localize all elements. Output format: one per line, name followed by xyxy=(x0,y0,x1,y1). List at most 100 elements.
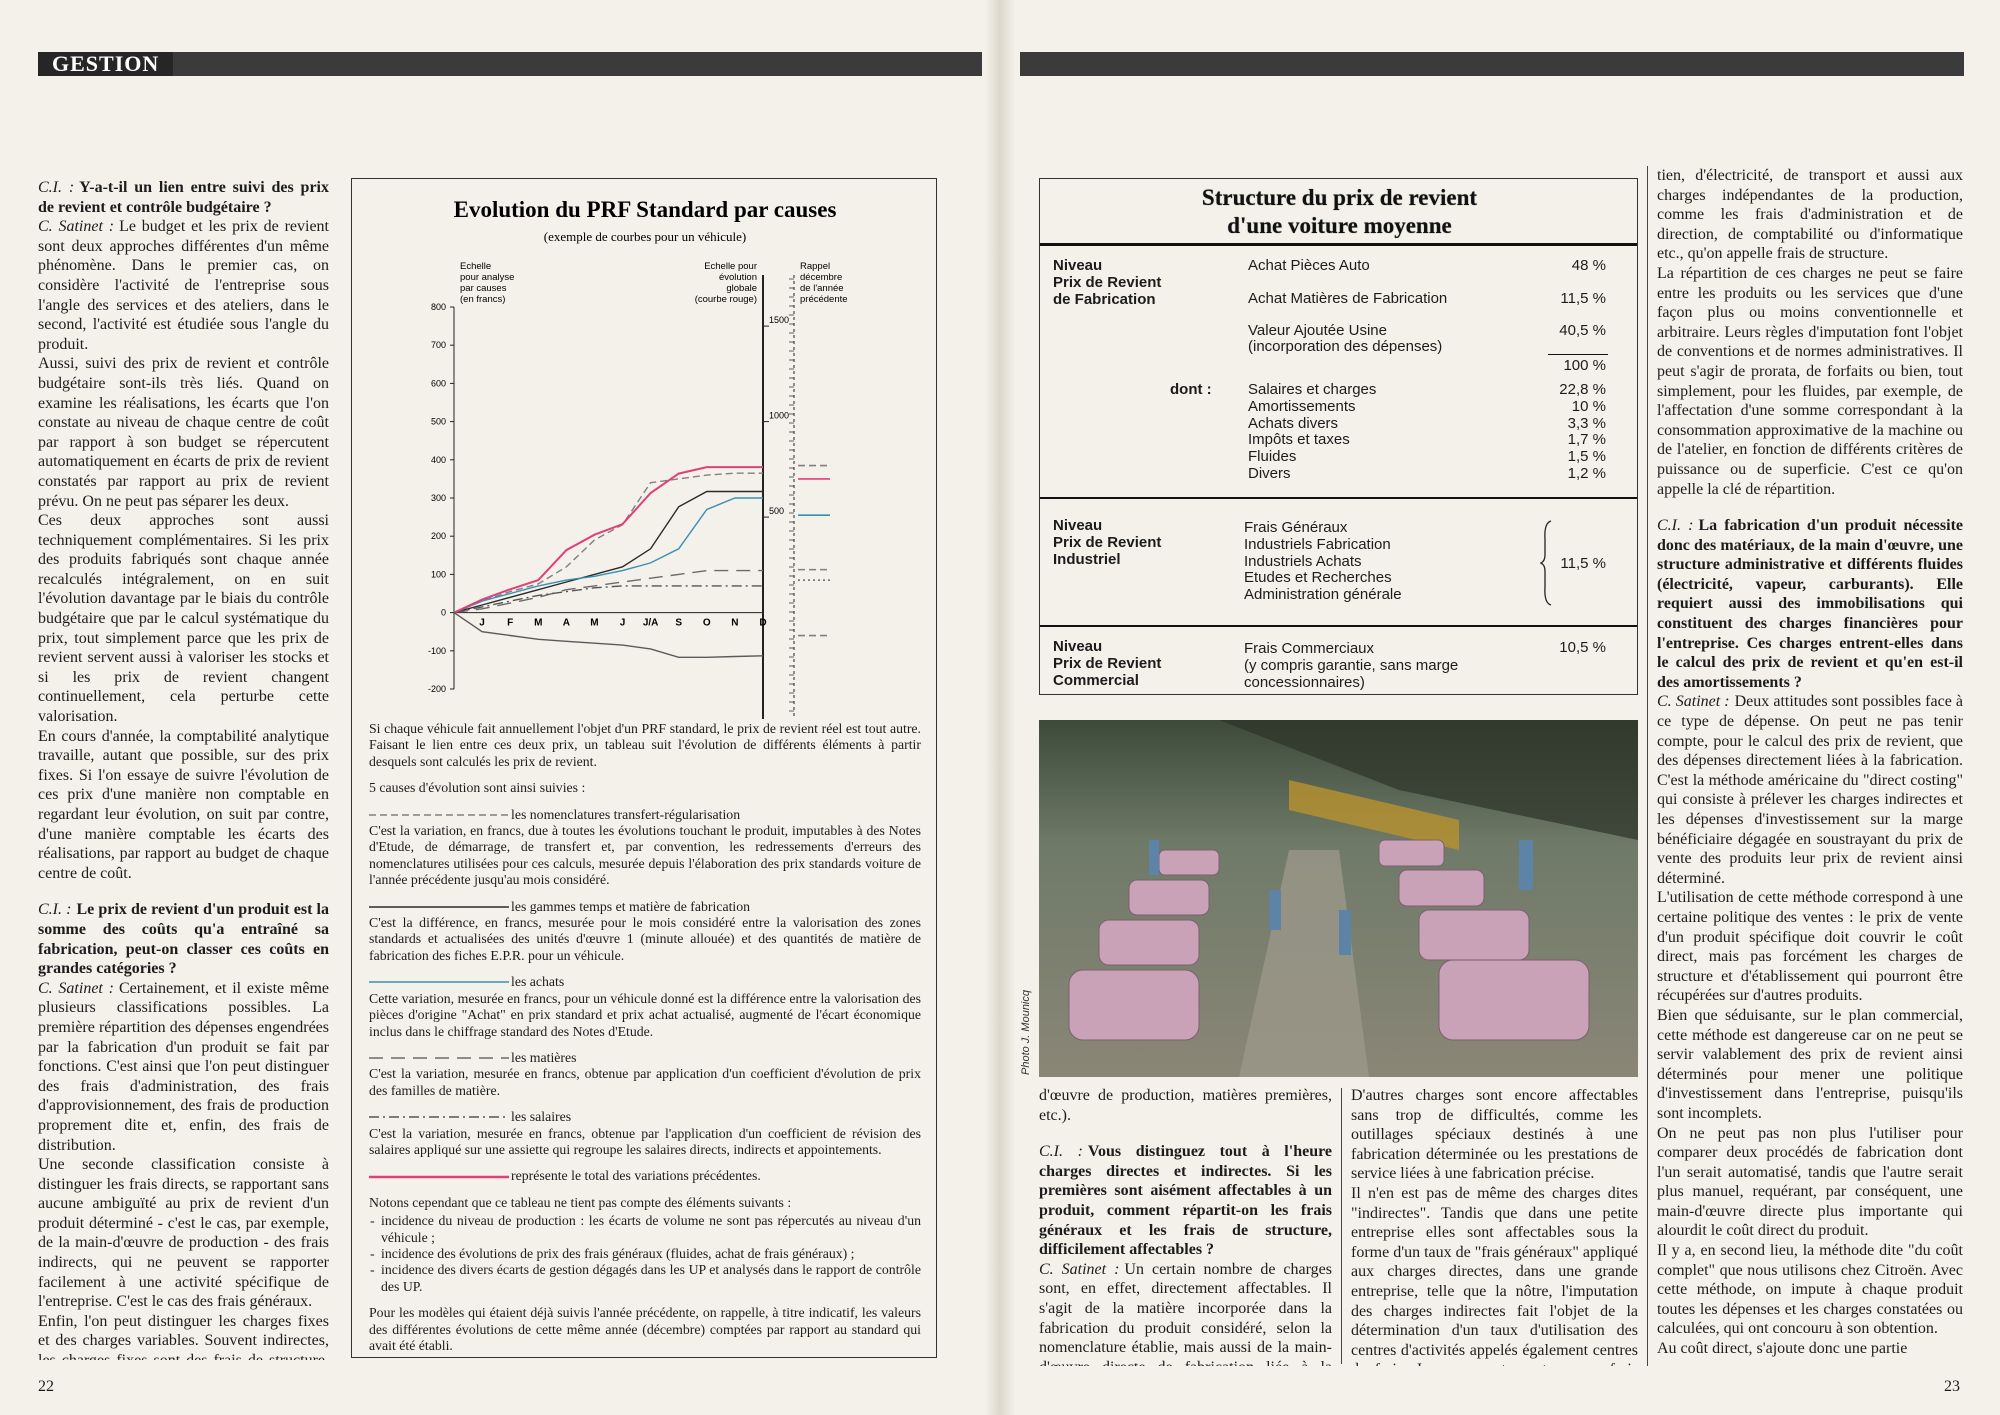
y-tick-label: 0 xyxy=(441,608,446,618)
speaker: C.I. : xyxy=(38,901,72,919)
text-column: tien, d'électricité, de transport et aus… xyxy=(1657,166,1963,1366)
photo xyxy=(1039,720,1638,1077)
paragraph: La répartition de ces charges ne peut se… xyxy=(1657,264,1963,499)
paragraph: C. Satinet : Un certain nombre de charges… xyxy=(1039,1260,1332,1366)
chart-notice: Notons cependant que ce tableau ne tient… xyxy=(369,1194,792,1210)
series-line xyxy=(453,472,763,614)
axis-label: Echelle xyxy=(460,261,491,272)
y-tick-label: 200 xyxy=(431,531,446,541)
legend-swatch xyxy=(369,1116,509,1119)
answer: Deux attitudes sont possibles face à ce … xyxy=(1657,693,1963,887)
text: Aussi, suivi des prix de revient et cont… xyxy=(38,355,329,510)
x-tick-label: S xyxy=(675,618,682,629)
cost-item: Industriels Fabrication xyxy=(1244,535,1391,553)
series-line xyxy=(453,612,764,658)
chart-box: Evolution du PRF Standard par causes (ex… xyxy=(351,178,937,1358)
axis-label: évolution xyxy=(719,272,757,283)
legend-swatch xyxy=(369,906,509,908)
text: On ne peut pas non plus l'utiliser pour … xyxy=(1657,1124,1963,1240)
page-number: 23 xyxy=(1944,1378,1960,1395)
level-label: Prix de Revient xyxy=(1053,534,1162,551)
x-tick-label: D xyxy=(759,618,766,629)
axis-label: (courbe rouge) xyxy=(695,294,757,305)
answer: Un certain nombre de charges sont, en ef… xyxy=(1039,1260,1332,1366)
chart-intro: Si chaque véhicule fait annuellement l'o… xyxy=(369,721,921,769)
axis-label: Echelle pour xyxy=(704,261,757,272)
table-title: d'une voiture moyenne xyxy=(1227,213,1452,238)
cost-share: 11,5 % xyxy=(1560,290,1606,307)
legend-item: les nomenclatures transfert-régularisati… xyxy=(369,807,921,823)
legend-swatch xyxy=(369,981,509,984)
table-rule xyxy=(1040,243,1637,246)
paragraph: C. Satinet : Le budget et les prix de rev… xyxy=(38,217,329,354)
legend-label: les gammes temps et matière de fabricati… xyxy=(511,898,751,914)
legend-swatch xyxy=(369,814,509,816)
y-tick-label: -100 xyxy=(428,646,446,656)
legend-item: les achats xyxy=(369,974,921,990)
level-label: de Fabrication xyxy=(1053,291,1156,308)
question: La fabrication d'un produit nécessite do… xyxy=(1657,517,1963,691)
text: Il y a, en second lieu, la méthode dite … xyxy=(1657,1242,1963,1338)
y-tick-label: -200 xyxy=(428,684,446,694)
cost-item: Frais Commerciaux xyxy=(1244,640,1375,657)
section-tag: GESTION xyxy=(38,52,174,76)
chart-notes: Si chaque véhicule fait annuellement l'o… xyxy=(369,721,921,1356)
level-label: Commercial xyxy=(1053,672,1139,689)
legend-item: les matières xyxy=(369,1050,921,1066)
level-label: Niveau xyxy=(1053,517,1103,534)
cost-item: Etudes et Recherches xyxy=(1244,569,1392,587)
y-tick-label: 600 xyxy=(431,378,446,388)
paragraph: Ces deux approches sont aussi techniquem… xyxy=(38,511,329,727)
question: Y-a-t-il un lien entre suivi des prix de… xyxy=(38,179,329,216)
detail-share: 1,7 % xyxy=(1567,431,1606,449)
y2-tick-label: 500 xyxy=(769,506,784,516)
answer: Certainement, et il existe même plusieur… xyxy=(38,979,329,1154)
text: La répartition de ces charges ne peut se… xyxy=(1657,264,1963,498)
y-tick-label: 500 xyxy=(431,417,446,427)
cost-item: Administration générale xyxy=(1244,586,1402,604)
speaker: C. Satinet : xyxy=(1657,693,1730,711)
y2-tick-label: 1000 xyxy=(769,411,789,421)
axis-label: de l'année xyxy=(800,283,844,294)
x-tick-label: F xyxy=(507,618,513,629)
detail-item: Fluides xyxy=(1248,448,1297,466)
cost-item: Frais Généraux xyxy=(1244,519,1348,536)
x-tick-label: M xyxy=(590,618,598,629)
cost-item: (y compris garantie, sans marge xyxy=(1244,656,1459,674)
axis-label: précédente xyxy=(800,294,848,305)
level-label: Industriel xyxy=(1053,551,1121,568)
y-tick-label: 700 xyxy=(431,340,446,350)
legend-swatch xyxy=(369,1175,509,1178)
paragraph: Enfin, l'on peut distinguer les charges … xyxy=(38,1312,329,1360)
question: Le prix de revient d'un produit est la s… xyxy=(38,901,329,978)
text: tien, d'électricité, de transport et aus… xyxy=(1657,167,1963,263)
answer: Le budget et les prix de revient sont de… xyxy=(38,218,329,353)
text-column: d'œuvre de production, matières première… xyxy=(1039,1086,1332,1366)
x-tick-label: J xyxy=(620,618,626,629)
brace xyxy=(1540,520,1552,606)
detail-item: Salaires et charges xyxy=(1248,381,1377,398)
axis-label: pour analyse xyxy=(460,272,514,283)
x-tick-label: J xyxy=(479,618,485,629)
axis-label: Rappel xyxy=(800,261,830,272)
legend-label: les matières xyxy=(511,1049,577,1065)
paragraph: tien, d'électricité, de transport et aus… xyxy=(1657,166,1963,264)
chart-causes-intro: 5 causes d'évolution sont ainsi suivies … xyxy=(369,780,586,796)
speaker: C. Satinet : xyxy=(38,218,115,236)
speaker: C. Satinet : xyxy=(1039,1260,1120,1278)
legend-description: C'est la différence, en francs, mesurée … xyxy=(369,915,921,963)
legend-description: Cette variation, mesurée en francs, pour… xyxy=(369,990,921,1039)
exclusion: incidence des évolutions de prix des fra… xyxy=(381,1246,921,1262)
table-rule xyxy=(1040,625,1637,627)
table-rule xyxy=(1040,497,1637,499)
paragraph: En cours d'année, la comptabilité analyt… xyxy=(38,727,329,884)
cost-share: 10,5 % xyxy=(1559,639,1606,656)
x-tick-label: M xyxy=(534,618,542,629)
series-line xyxy=(453,490,763,614)
y2-tick-label: 1500 xyxy=(769,315,789,325)
exclusion: incidence du niveau de production : les … xyxy=(381,1213,921,1246)
cost-item: (incorporation des dépenses) xyxy=(1248,338,1443,355)
cost-share: 48 % xyxy=(1571,257,1606,274)
text-column: C.I. : Y-a-t-il un lien entre suivi des p… xyxy=(38,178,329,1360)
